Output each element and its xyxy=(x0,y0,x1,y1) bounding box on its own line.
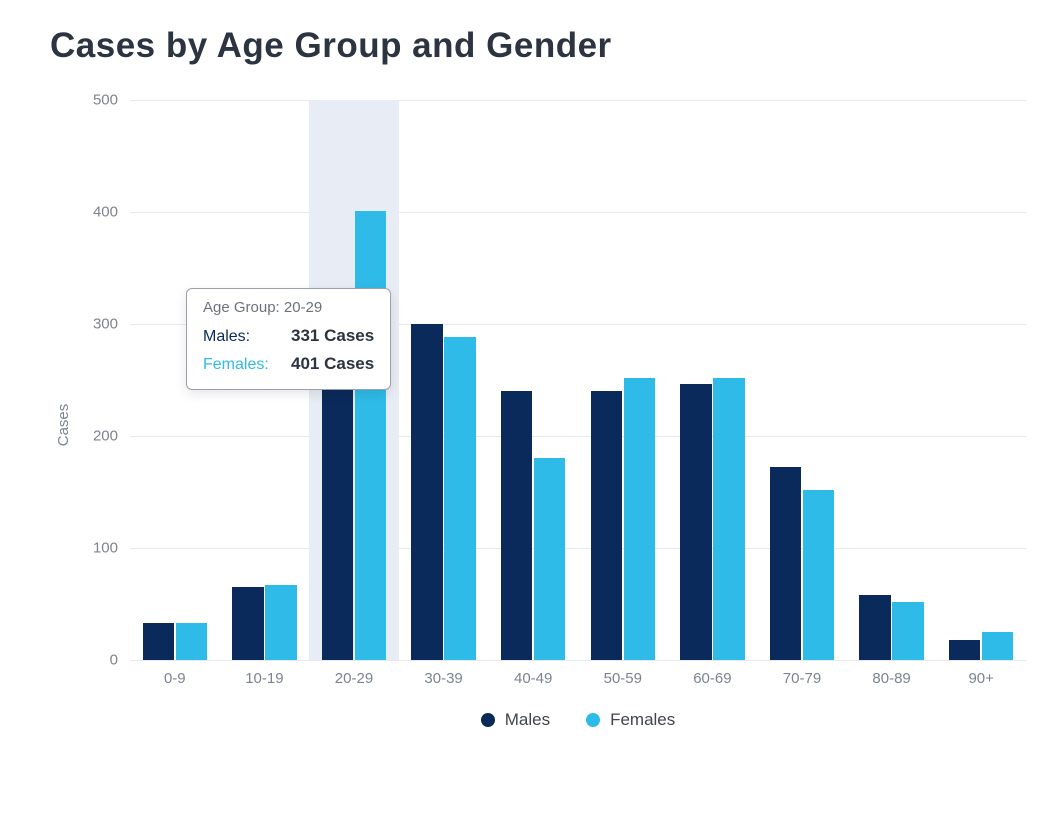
tooltip-row: Females:401 Cases xyxy=(203,350,374,378)
bar-females[interactable] xyxy=(534,458,565,660)
bar-females[interactable] xyxy=(803,490,834,660)
bar-females[interactable] xyxy=(713,378,744,660)
tooltip-row-value: 401 Cases xyxy=(291,350,374,377)
bar-females[interactable] xyxy=(892,602,923,660)
legend-item-males[interactable]: Males xyxy=(481,710,550,730)
x-tick-label: 80-89 xyxy=(847,670,937,687)
bar-males[interactable] xyxy=(770,467,801,660)
gridline xyxy=(130,100,1026,101)
x-tick-label: 70-79 xyxy=(757,670,847,687)
bar-males[interactable] xyxy=(232,587,263,660)
bar-males[interactable] xyxy=(411,324,442,660)
tooltip-row-value: 331 Cases xyxy=(291,322,374,349)
tooltip-row-label: Males: xyxy=(203,324,291,350)
bar-females[interactable] xyxy=(176,623,207,660)
bar-males[interactable] xyxy=(680,384,711,660)
x-tick-label: 40-49 xyxy=(488,670,578,687)
gridline xyxy=(130,212,1026,213)
gridline xyxy=(130,660,1026,661)
legend-swatch xyxy=(481,713,495,727)
chart-title: Cases by Age Group and Gender xyxy=(50,26,1022,66)
bar-females[interactable] xyxy=(624,378,655,660)
x-tick-label: 20-29 xyxy=(309,670,399,687)
plot-area: Age Group: 20-29 Males:331 CasesFemales:4… xyxy=(130,100,1026,660)
x-tick-label: 10-19 xyxy=(220,670,310,687)
x-tick-label: 50-59 xyxy=(578,670,668,687)
legend-item-females[interactable]: Females xyxy=(586,710,675,730)
x-tick-label: 30-39 xyxy=(399,670,489,687)
bar-females[interactable] xyxy=(444,337,475,660)
tooltip-row: Males:331 Cases xyxy=(203,322,374,350)
page: Cases by Age Group and Gender Cases 0100… xyxy=(0,0,1052,838)
x-tick-label: 60-69 xyxy=(668,670,758,687)
x-tick-label: 90+ xyxy=(936,670,1026,687)
y-tick-label: 200 xyxy=(70,428,118,445)
y-tick-label: 0 xyxy=(70,652,118,669)
y-tick-label: 300 xyxy=(70,316,118,333)
bar-males[interactable] xyxy=(591,391,622,660)
bar-males[interactable] xyxy=(859,595,890,660)
bar-females[interactable] xyxy=(265,585,296,660)
x-tick-label: 0-9 xyxy=(130,670,220,687)
bar-males[interactable] xyxy=(501,391,532,660)
bar-males[interactable] xyxy=(143,623,174,660)
tooltip-header: Age Group: 20-29 xyxy=(203,299,374,316)
y-tick-label: 400 xyxy=(70,204,118,221)
tooltip-row-label: Females: xyxy=(203,352,291,378)
legend: Males Females xyxy=(130,710,1026,732)
gridline xyxy=(130,436,1026,437)
legend-label: Females xyxy=(610,710,675,730)
bar-males[interactable] xyxy=(949,640,980,660)
bar-females[interactable] xyxy=(355,211,386,660)
y-tick-label: 100 xyxy=(70,540,118,557)
legend-swatch xyxy=(586,713,600,727)
gridline xyxy=(130,548,1026,549)
bar-females[interactable] xyxy=(982,632,1013,660)
chart: Cases 0100200300400500 Age Group: 20-29M… xyxy=(70,100,1030,750)
x-axis-ticks: 0-910-1920-2930-3940-4950-5960-6970-7980… xyxy=(130,670,1026,700)
y-tick-label: 500 xyxy=(70,92,118,109)
legend-label: Males xyxy=(505,710,550,730)
y-axis-ticks: 0100200300400500 xyxy=(70,100,118,660)
tooltip: Age Group: 20-29 Males:331 CasesFemales:4… xyxy=(186,288,391,390)
